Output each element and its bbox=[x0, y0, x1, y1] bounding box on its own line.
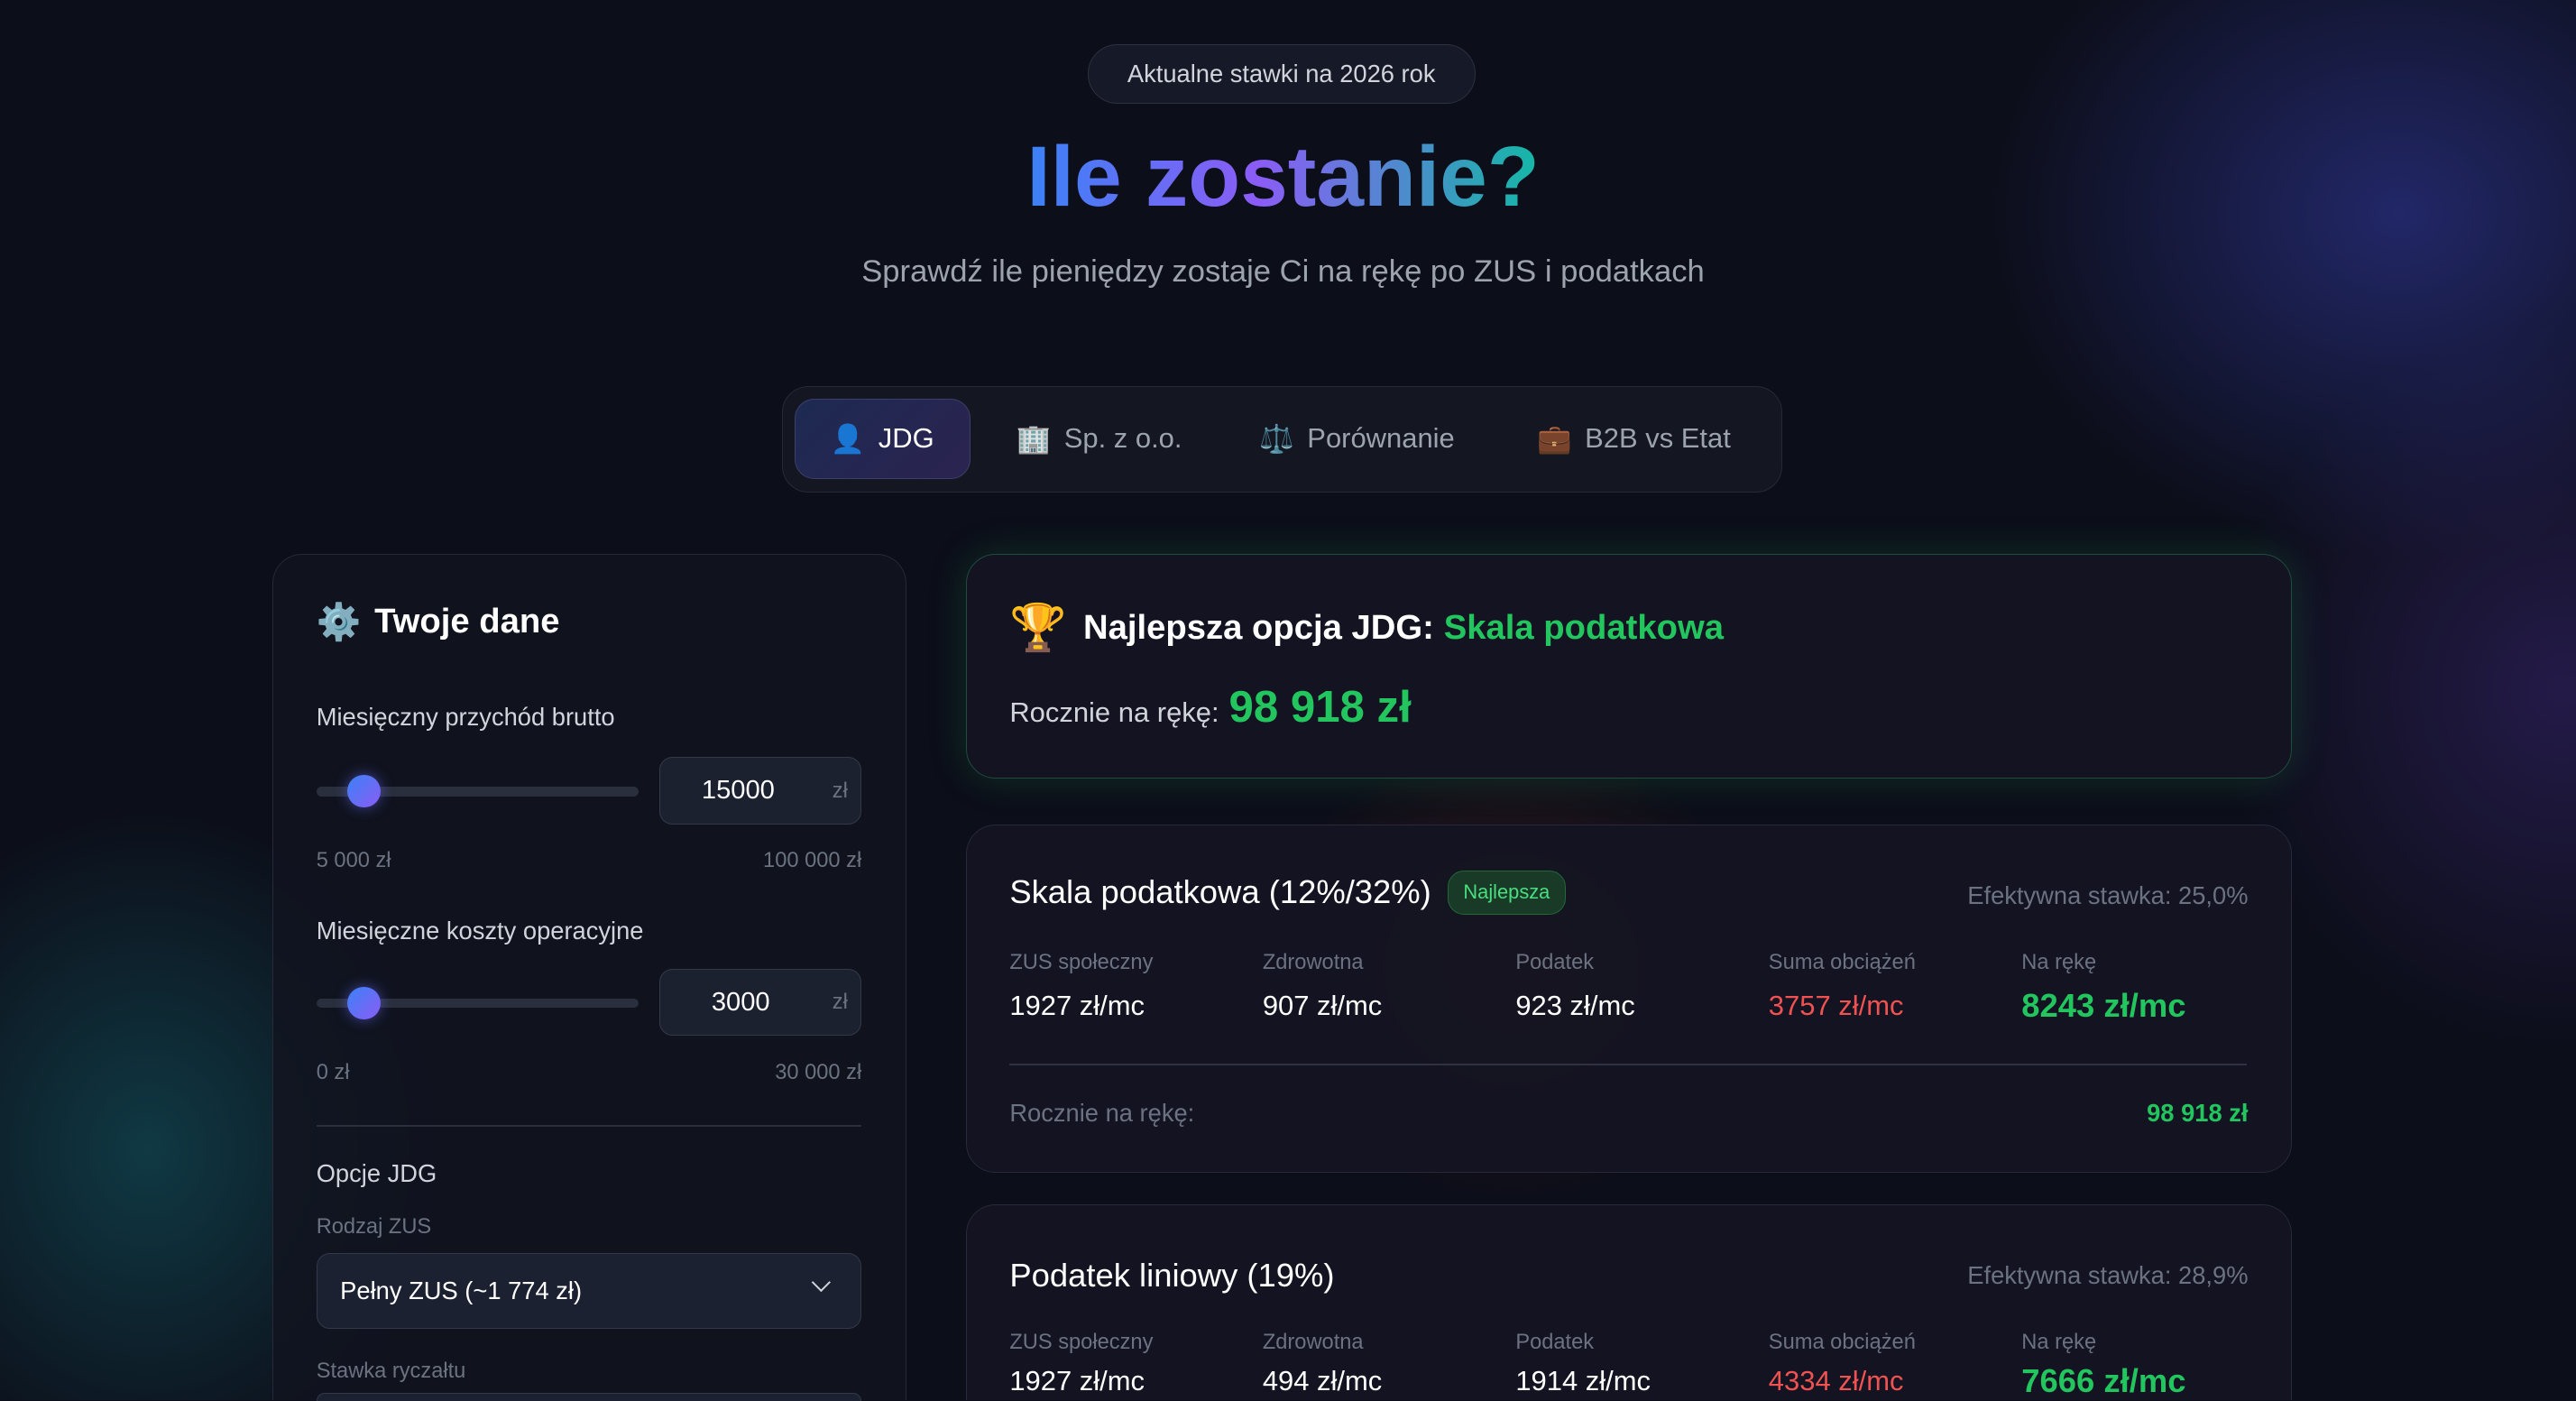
best-option-name: Skala podatkowa bbox=[1443, 607, 1724, 647]
zus-type-select[interactable]: Pełny ZUS (~1 774 zł) bbox=[316, 1252, 862, 1329]
tab-label: Sp. z o.o. bbox=[1063, 422, 1182, 455]
revenue-slider[interactable] bbox=[316, 786, 639, 797]
net-value: 8243 zł/mc bbox=[2021, 987, 2186, 1025]
tab-jdg[interactable]: 👤 JDG bbox=[794, 398, 971, 479]
col-total: Suma obciążeń bbox=[1768, 950, 1916, 974]
best-yearly-label: Rocznie na rękę: bbox=[1009, 696, 1219, 729]
best-option-card: 🏆 Najlepsza opcja JDG: Skala podatkowa R… bbox=[965, 553, 2292, 779]
col-zus: ZUS społeczny bbox=[1009, 1330, 1154, 1354]
tab-porownanie[interactable]: ⚖️ Porównanie bbox=[1233, 399, 1481, 479]
costs-slider[interactable] bbox=[316, 998, 639, 1009]
yearly-label: Rocznie na rękę: bbox=[1009, 1098, 1195, 1127]
result-title: Skala podatkowa (12%/32%) bbox=[1009, 873, 1431, 911]
tab-b2b-vs-etat[interactable]: 💼 B2B vs Etat bbox=[1511, 399, 1757, 479]
col-tax: Podatek bbox=[1515, 1330, 1595, 1354]
zus-value: 1927 zł/mc bbox=[1009, 990, 1145, 1022]
scales-icon: ⚖️ bbox=[1259, 422, 1294, 455]
result-card-liniowy: Podatek liniowy (19%) Efektywna stawka: … bbox=[965, 1204, 2292, 1400]
costs-min: 0 zł bbox=[316, 1060, 350, 1084]
best-yearly: Rocznie na rękę: 98 918 zł bbox=[1009, 681, 1411, 733]
effective-rate: Efektywna stawka: 28,9% bbox=[1967, 1261, 2249, 1289]
zus-type-label: Rodzaj ZUS bbox=[316, 1214, 432, 1239]
ryczalt-rate-select[interactable] bbox=[316, 1392, 862, 1401]
col-health: Zdrowotna bbox=[1262, 950, 1364, 974]
revenue-input[interactable]: 15000 zł bbox=[659, 756, 862, 825]
page-title-text: Ile zostanie? bbox=[1026, 129, 1540, 226]
person-icon: 👤 bbox=[830, 422, 866, 455]
col-tax: Podatek bbox=[1515, 950, 1595, 974]
revenue-unit: zł bbox=[832, 779, 848, 803]
zus-type-value: Pełny ZUS (~1 774 zł) bbox=[340, 1277, 583, 1305]
best-yearly-value: 98 918 zł bbox=[1228, 682, 1412, 733]
revenue-min: 5 000 zł bbox=[316, 848, 391, 872]
costs-max: 30 000 zł bbox=[775, 1060, 862, 1084]
tab-sp-zoo[interactable]: 🏢 Sp. z o.o. bbox=[989, 399, 1208, 479]
gear-icon: ⚙️ bbox=[316, 602, 362, 642]
divider bbox=[1009, 1064, 2247, 1066]
yearly-value: 98 918 zł bbox=[2147, 1098, 2249, 1127]
jdg-options-heading: Opcje JDG bbox=[316, 1159, 437, 1188]
tab-label: B2B vs Etat bbox=[1585, 422, 1731, 455]
ryczalt-rate-label: Stawka ryczałtu bbox=[316, 1360, 466, 1384]
rates-badge: Aktualne stawki na 2026 rok bbox=[1087, 44, 1476, 104]
revenue-max: 100 000 zł bbox=[763, 848, 862, 872]
result-card-skala: Skala podatkowa (12%/32%) Najlepsza Efek… bbox=[965, 825, 2292, 1174]
best-option-prefix: Najlepsza opcja JDG: bbox=[1083, 607, 1434, 647]
col-health: Zdrowotna bbox=[1262, 1330, 1364, 1354]
costs-unit: zł bbox=[832, 991, 848, 1015]
page-subtitle: Sprawdź ile pieniędzy zostaje Ci na rękę… bbox=[861, 254, 1705, 290]
health-value: 494 zł/mc bbox=[1262, 1364, 1383, 1396]
page-title: Ile zostanie? bbox=[0, 124, 2566, 230]
col-total: Suma obciążeń bbox=[1768, 1330, 1916, 1354]
revenue-value: 15000 bbox=[701, 775, 775, 805]
health-value: 907 zł/mc bbox=[1262, 990, 1383, 1022]
panel-title: Twoje dane bbox=[374, 602, 560, 641]
tab-label: Porównanie bbox=[1307, 422, 1455, 455]
effective-rate: Efektywna stawka: 25,0% bbox=[1967, 881, 2249, 910]
trophy-icon: 🏆 bbox=[1009, 601, 1067, 653]
col-zus: ZUS społeczny bbox=[1009, 950, 1154, 974]
tax-value: 923 zł/mc bbox=[1515, 990, 1635, 1022]
building-icon: 🏢 bbox=[1016, 422, 1052, 455]
revenue-slider-thumb[interactable] bbox=[347, 774, 381, 808]
divider bbox=[316, 1124, 862, 1127]
tab-bar: 👤 JDG 🏢 Sp. z o.o. ⚖️ Porównanie 💼 B2B vs Et… bbox=[781, 386, 1783, 493]
panel-header: ⚙️ Twoje dane bbox=[317, 601, 560, 643]
zus-value: 1927 zł/mc bbox=[1009, 1364, 1145, 1396]
input-panel: ⚙️ Twoje dane Miesięczny przychód brutto… bbox=[272, 553, 907, 1401]
costs-value: 3000 bbox=[711, 987, 770, 1017]
col-net: Na rękę bbox=[2021, 950, 2097, 974]
revenue-label: Miesięczny przychód brutto bbox=[316, 702, 615, 731]
total-value: 3757 zł/mc bbox=[1768, 990, 1904, 1022]
briefcase-icon: 💼 bbox=[1537, 422, 1572, 455]
net-value: 7666 zł/mc bbox=[2021, 1361, 2186, 1399]
col-net: Na rękę bbox=[2021, 1330, 2097, 1354]
tab-label: JDG bbox=[878, 422, 934, 455]
chevron-down-icon bbox=[812, 1272, 832, 1292]
costs-label: Miesięczne koszty operacyjne bbox=[316, 916, 644, 945]
costs-input[interactable]: 3000 zł bbox=[659, 968, 862, 1037]
result-card-header: Skala podatkowa (12%/32%) Najlepsza bbox=[1009, 870, 1566, 916]
best-option-heading: 🏆 Najlepsza opcja JDG: Skala podatkowa bbox=[1009, 601, 1724, 655]
tax-value: 1914 zł/mc bbox=[1515, 1364, 1651, 1396]
total-value: 4334 zł/mc bbox=[1768, 1364, 1904, 1396]
result-title: Podatek liniowy (19%) bbox=[1009, 1256, 1335, 1294]
costs-slider-thumb[interactable] bbox=[347, 986, 381, 1020]
best-badge: Najlepsza bbox=[1448, 870, 1566, 916]
